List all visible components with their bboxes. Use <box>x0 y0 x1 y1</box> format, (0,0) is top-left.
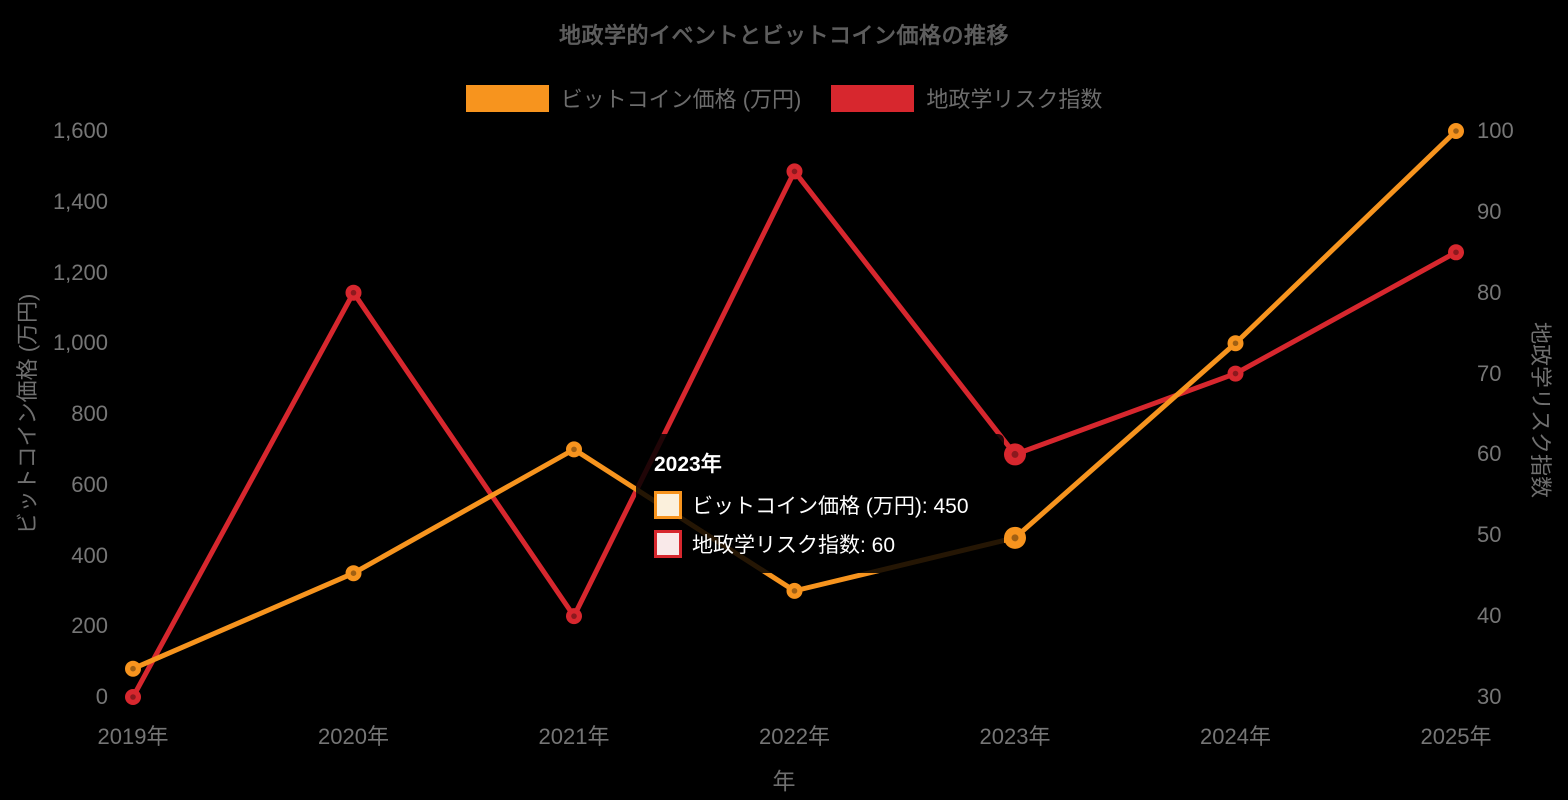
tooltip-row: 地政学リスク指数: 60 <box>654 529 986 559</box>
data-point-center-dot <box>1453 128 1459 134</box>
legend-swatch <box>465 84 549 112</box>
left-axis-tick-label: 400 <box>71 542 108 568</box>
right-axis-tick-label: 40 <box>1477 603 1502 629</box>
right-axis-tick-label: 100 <box>1477 118 1514 143</box>
data-point-center-dot <box>130 694 136 700</box>
data-point-center-dot <box>791 588 798 594</box>
tooltip-title: 2023年 <box>654 453 722 476</box>
x-axis-tick-label: 2025年 <box>1420 724 1492 749</box>
data-point-risk-index[interactable] <box>125 689 141 705</box>
chart-title: 地政学的イベントとビットコイン価格の推移 <box>558 23 1009 48</box>
data-point-bitcoin-price[interactable] <box>345 565 362 582</box>
tooltip-row-text: ビットコイン価格 (万円): 450 <box>692 495 969 518</box>
data-point-risk-index[interactable] <box>1004 443 1026 466</box>
data-point-center-dot <box>1011 450 1019 458</box>
data-point-risk-index[interactable] <box>345 284 362 301</box>
data-point-center-dot <box>571 446 577 453</box>
legend-label: 地政学リスク指数 <box>926 87 1103 112</box>
data-point-center-dot <box>350 570 357 576</box>
legend-item-risk-index[interactable]: 地政学リスク指数 <box>831 82 1102 114</box>
data-point-risk-index[interactable] <box>1448 244 1464 261</box>
left-axis-tick-label: 800 <box>71 401 108 426</box>
legend-swatch <box>831 84 915 112</box>
data-point-center-dot <box>1232 370 1239 377</box>
right-axis-tick-label: 30 <box>1477 684 1502 709</box>
data-point-center-dot <box>1232 340 1239 347</box>
tooltip-row-text: 地政学リスク指数: 60 <box>692 534 896 557</box>
left-axis-tick-label: 0 <box>95 684 108 709</box>
right-axis-tick-label: 50 <box>1477 522 1502 548</box>
legend: ビットコイン価格 (万円) 地政学リスク指数 <box>0 82 1568 114</box>
tooltip: 2023年 ビットコイン価格 (万円): 450 地政学リスク指数: 60 <box>636 434 1004 573</box>
left-axis-tick-label: 1,400 <box>52 188 108 214</box>
right-axis-tick-label: 70 <box>1477 360 1502 386</box>
left-axis-tick-label: 600 <box>71 471 108 497</box>
data-point-bitcoin-price[interactable] <box>1448 123 1464 139</box>
data-point-center-dot <box>791 168 798 175</box>
left-axis-tick-label: 1,600 <box>52 118 108 143</box>
x-axis-tick-label: 2024年 <box>1200 724 1271 749</box>
x-axis-tick-label: 2020年 <box>318 724 389 749</box>
legend-item-bitcoin-price[interactable]: ビットコイン価格 (万円) <box>465 82 802 114</box>
data-point-bitcoin-price[interactable] <box>125 660 141 677</box>
data-point-bitcoin-price[interactable] <box>786 582 803 599</box>
data-point-center-dot <box>130 665 136 672</box>
left-axis-tick-label: 1,000 <box>52 330 108 356</box>
data-point-bitcoin-price[interactable] <box>1227 335 1244 352</box>
data-point-risk-index[interactable] <box>1227 365 1244 382</box>
data-point-center-dot <box>350 289 357 296</box>
right-axis-tick-label: 90 <box>1477 198 1502 224</box>
legend-label: ビットコイン価格 (万円) <box>560 87 802 112</box>
right-axis-tick-label: 80 <box>1477 279 1502 305</box>
x-axis-tick-label: 2023年 <box>979 724 1051 749</box>
right-axis-tick-label: 60 <box>1477 441 1502 467</box>
data-point-risk-index[interactable] <box>566 608 582 625</box>
tooltip-row: ビットコイン価格 (万円): 450 <box>654 490 986 520</box>
data-point-center-dot <box>1453 249 1459 256</box>
data-point-bitcoin-price[interactable] <box>1004 526 1026 549</box>
data-point-center-dot <box>1011 534 1019 542</box>
data-point-center-dot <box>571 613 577 619</box>
tooltip-swatch-risk <box>654 530 682 558</box>
x-axis-title: 年 <box>772 768 796 794</box>
x-axis-tick-label: 2021年 <box>538 724 610 749</box>
left-axis-tick-label: 200 <box>71 613 108 639</box>
tooltip-swatch-bitcoin <box>654 491 682 519</box>
data-point-risk-index[interactable] <box>786 163 803 180</box>
left-axis-tick-label: 1,200 <box>52 259 108 285</box>
data-point-bitcoin-price[interactable] <box>566 441 582 458</box>
x-axis-tick-label: 2019年 <box>97 724 169 749</box>
x-axis-tick-label: 2022年 <box>759 724 830 749</box>
